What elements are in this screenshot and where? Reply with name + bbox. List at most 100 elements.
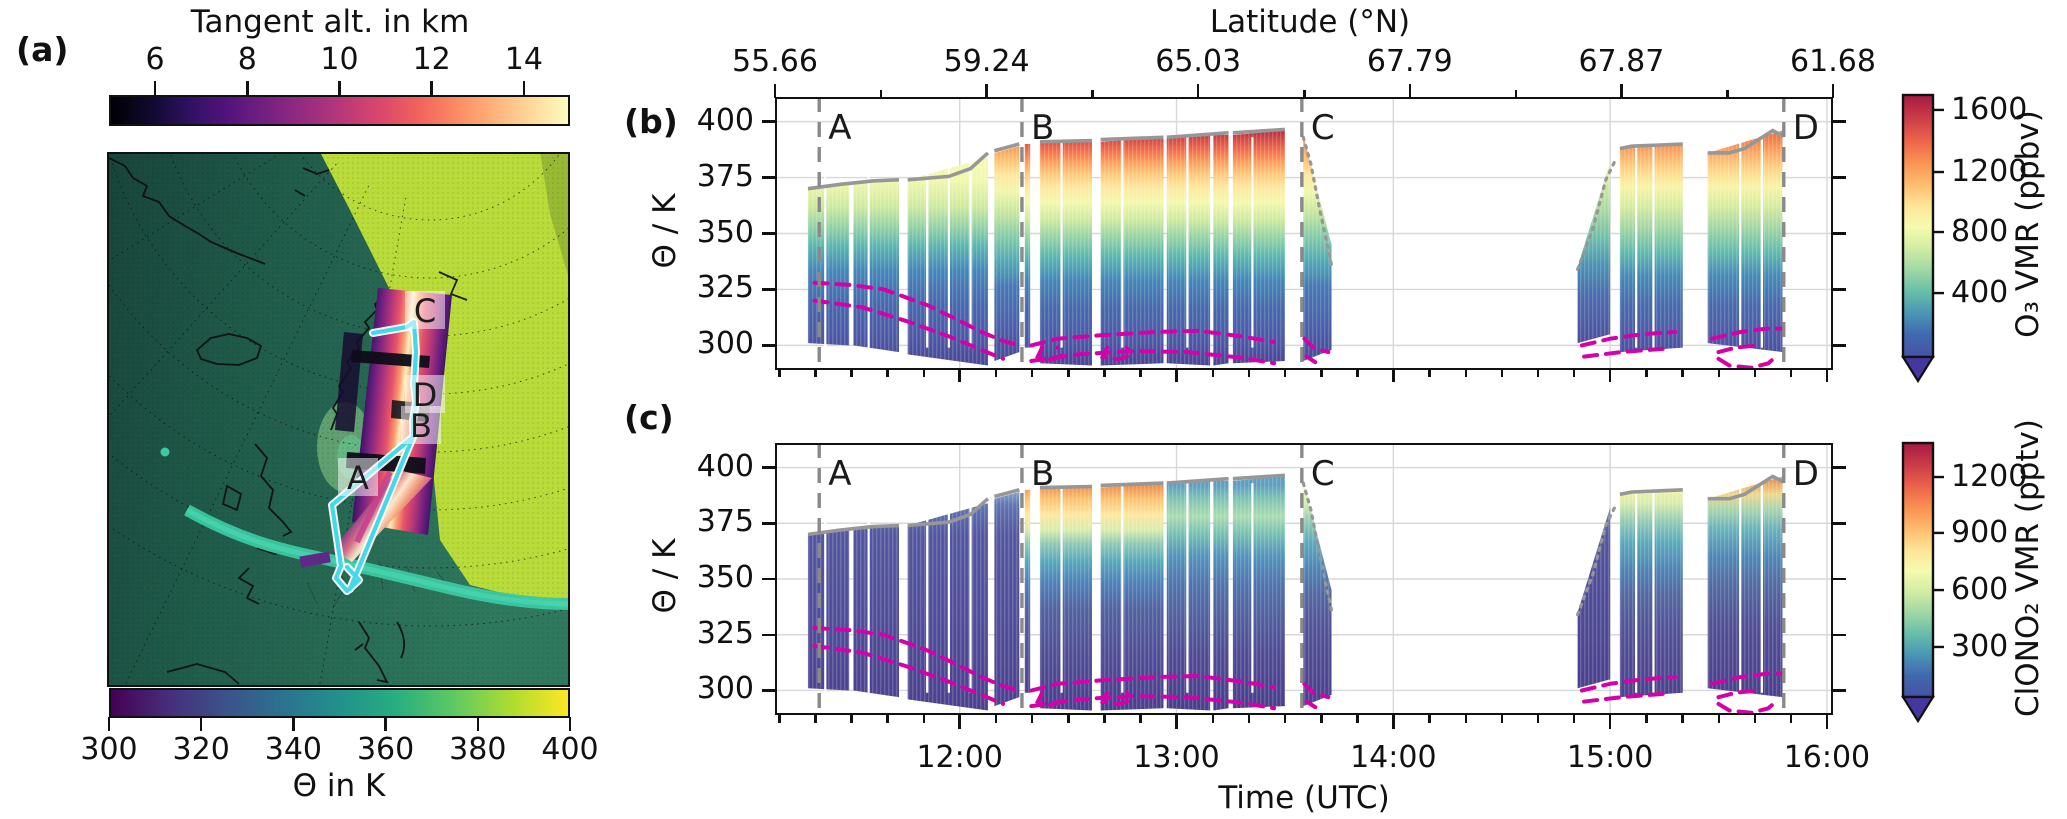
map-tropopause-band: [160, 447, 570, 610]
theta-cb-tick: [384, 717, 387, 731]
time-minor-tick-c: [1464, 715, 1468, 723]
time-minor-tick-c: [1500, 715, 1504, 723]
tangent-cb-tick: [522, 81, 526, 95]
b-ytick-label: 375: [696, 158, 754, 194]
ozone-cb-tick-label: 800: [1951, 214, 2009, 250]
svg-text:C: C: [1311, 454, 1335, 494]
b-ytick: [762, 232, 775, 235]
time-minor-tick-b: [1645, 370, 1648, 377]
b-ytick-label: 300: [696, 326, 754, 362]
time-tick-b: [1825, 370, 1829, 382]
b-ytick-right: [1833, 288, 1846, 291]
theta-colorbar-label: Θ in K: [292, 768, 386, 804]
c-ytick: [762, 577, 775, 581]
time-tick-b: [1175, 370, 1178, 382]
time-minor-tick-c: [1681, 715, 1684, 723]
c-ytick-right: [1833, 633, 1846, 637]
time-tick-c: [1392, 715, 1395, 729]
theta-cb-tick: [292, 717, 295, 731]
ozone-cb-tick-label: 1200: [1951, 154, 2028, 190]
c-ytick: [762, 522, 775, 525]
c-ytick-label: 325: [696, 615, 754, 651]
svg-text:C: C: [1311, 108, 1335, 148]
time-minor-tick-b: [1717, 370, 1721, 377]
svg-text:B: B: [410, 407, 432, 445]
time-minor-tick-c: [1789, 715, 1793, 723]
svg-text:A: A: [828, 108, 851, 148]
svg-text:D: D: [1793, 454, 1819, 494]
theta-cb-tick-label: 360: [356, 732, 415, 767]
tangent-cb-tick-label: 10: [320, 42, 359, 77]
clono2-cb-tick-label: 600: [1951, 572, 2009, 608]
time-minor-tick-c: [1103, 715, 1106, 723]
latitude-tick: [1408, 84, 1412, 98]
time-minor-tick-b: [1211, 370, 1215, 377]
time-minor-tick-b: [814, 370, 817, 377]
theta-cb-tick-label: 380: [449, 732, 507, 767]
b-ytick-label: 350: [696, 214, 754, 250]
panel-b-label: (b): [624, 102, 678, 141]
tangent-cb-tick: [338, 81, 341, 95]
time-minor-tick-b: [1789, 370, 1793, 377]
latitude-minor-tick: [1726, 90, 1729, 98]
latitude-tick: [1831, 84, 1835, 98]
c-ytick-right: [1833, 577, 1846, 581]
panel-a-label: (a): [16, 30, 69, 69]
time-tick-label: 16:00: [1783, 740, 1871, 775]
b-ytick-label: 400: [696, 102, 754, 138]
theta-colorbar: [109, 688, 570, 718]
tangent-cb-tick-label: 12: [412, 42, 451, 77]
svg-text:C: C: [414, 292, 436, 330]
tangent-cb-tick-label: 6: [145, 42, 165, 77]
svg-text:A: A: [828, 454, 851, 494]
map-waypoint-labels: A B C D: [338, 291, 445, 497]
latitude-tick-label: 65.03: [1155, 44, 1242, 79]
map-panel: A B C D: [107, 152, 570, 687]
ozone-colorbar: [1901, 93, 1944, 384]
c-ytick: [762, 633, 775, 637]
tangent-cb-tick: [246, 81, 249, 95]
time-tick-c: [1825, 715, 1829, 729]
time-minor-tick-b: [1103, 370, 1106, 377]
time-tick-b: [1608, 370, 1612, 382]
theta-cb-tick: [107, 717, 111, 731]
b-ytick: [762, 176, 775, 179]
time-minor-tick-b: [1030, 370, 1034, 377]
svg-text:B: B: [1031, 454, 1054, 494]
latitude-minor-tick: [1303, 90, 1306, 98]
time-minor-tick-c: [1753, 715, 1757, 723]
tangent-cb-tick: [153, 81, 157, 95]
time-minor-tick-c: [1645, 715, 1648, 723]
latitude-tick: [1620, 84, 1623, 98]
time-minor-tick-b: [1428, 370, 1431, 377]
b-ytick: [762, 120, 775, 123]
time-minor-tick-c: [1067, 715, 1070, 723]
time-minor-tick-c: [1030, 715, 1034, 723]
time-minor-tick-b: [1247, 370, 1251, 377]
time-minor-tick-b: [1536, 370, 1540, 377]
time-tick-label: 14:00: [1350, 740, 1437, 775]
b-ytick: [762, 288, 775, 291]
latitude-tick-label: 59.24: [943, 44, 1030, 79]
time-minor-tick-b: [1464, 370, 1468, 377]
time-minor-tick-b: [1500, 370, 1504, 377]
b-ytick-label: 325: [696, 270, 754, 306]
time-tick-c: [1608, 715, 1612, 729]
svg-text:D: D: [1793, 108, 1819, 148]
time-minor-tick-c: [1211, 715, 1215, 723]
tangent-cb-tick: [430, 81, 433, 95]
time-minor-tick-c: [1283, 715, 1287, 723]
tangent-cb-tick-label: 8: [237, 42, 257, 77]
theta-cb-tick-label: 340: [264, 732, 323, 767]
time-minor-tick-b: [1753, 370, 1757, 377]
time-minor-tick-b: [1356, 370, 1359, 377]
time-minor-tick-b: [994, 370, 998, 377]
c-ytick-right: [1833, 522, 1846, 525]
latitude-minor-tick: [879, 90, 883, 98]
clono2-colorbar: [1901, 441, 1944, 724]
b-ytick-right: [1833, 344, 1846, 347]
latitude-tick-label: 55.66: [732, 44, 818, 79]
time-tick-label: 12:00: [916, 740, 1003, 775]
theta-cb-tick: [476, 717, 480, 731]
